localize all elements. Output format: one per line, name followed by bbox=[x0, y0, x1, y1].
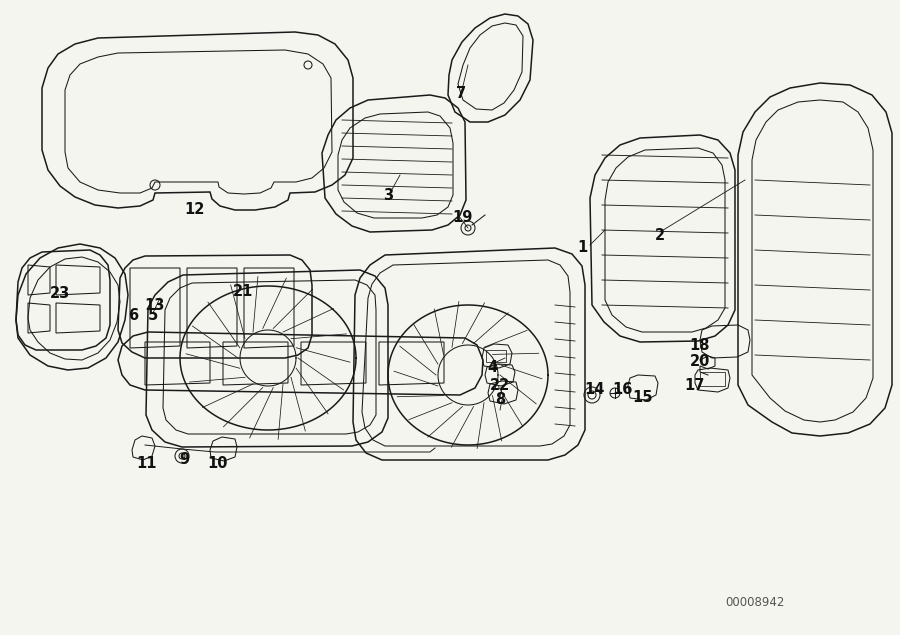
Text: 15: 15 bbox=[633, 391, 653, 406]
Text: 19: 19 bbox=[452, 210, 472, 225]
Text: 16: 16 bbox=[613, 382, 634, 398]
Text: 2: 2 bbox=[655, 227, 665, 243]
Text: 14: 14 bbox=[585, 382, 605, 398]
Text: 9: 9 bbox=[179, 453, 189, 467]
Text: 3: 3 bbox=[382, 189, 393, 203]
Text: 1: 1 bbox=[577, 241, 587, 255]
Text: 12: 12 bbox=[184, 203, 205, 218]
Text: 21: 21 bbox=[233, 284, 253, 300]
Text: 22: 22 bbox=[490, 377, 510, 392]
Text: 10: 10 bbox=[208, 455, 229, 471]
Text: 00008942: 00008942 bbox=[725, 596, 785, 608]
Text: 11: 11 bbox=[137, 455, 157, 471]
Text: 5: 5 bbox=[148, 309, 158, 323]
Bar bbox=[700, 372, 725, 386]
Text: 23: 23 bbox=[50, 286, 70, 300]
Text: 17: 17 bbox=[685, 377, 706, 392]
Text: 7: 7 bbox=[456, 86, 466, 100]
Text: 20: 20 bbox=[689, 354, 710, 370]
Bar bbox=[486, 350, 506, 362]
Text: 8: 8 bbox=[495, 392, 505, 408]
Text: 18: 18 bbox=[689, 337, 710, 352]
Text: 6: 6 bbox=[128, 309, 138, 323]
Text: 4: 4 bbox=[487, 359, 497, 375]
Text: 13: 13 bbox=[145, 298, 166, 312]
